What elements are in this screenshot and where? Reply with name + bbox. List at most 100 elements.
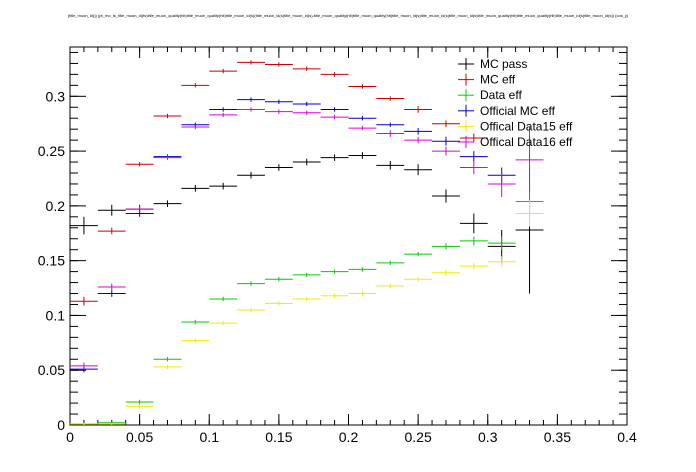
data-point <box>237 60 265 65</box>
series-mc-eff <box>70 60 488 306</box>
data-point <box>459 236 488 246</box>
x-tick-label: 0.3 <box>478 429 498 445</box>
data-point <box>97 227 126 235</box>
chart-title: (title_muon_id()) (pt_rho_ls_title_muon_… <box>68 13 629 18</box>
data-point <box>376 130 405 137</box>
data-point <box>432 146 460 156</box>
data-point <box>432 269 460 276</box>
data-point <box>97 422 126 425</box>
data-point <box>348 125 377 131</box>
data-point <box>181 83 210 88</box>
x-tick-label: 0.25 <box>405 429 432 445</box>
data-point <box>209 182 238 190</box>
legend-entry: Offical Data16 eff <box>458 135 573 149</box>
data-point <box>515 200 544 227</box>
data-point <box>181 319 210 325</box>
data-point <box>97 283 126 291</box>
data-point <box>237 307 265 313</box>
y-tick-label: 0 <box>57 417 65 433</box>
data-point <box>264 109 293 114</box>
data-point <box>97 204 126 216</box>
legend-label: Official MC eff <box>480 104 556 118</box>
data-point <box>376 260 405 266</box>
data-point <box>153 113 182 119</box>
data-point <box>348 84 377 89</box>
data-point <box>237 107 265 112</box>
data-point <box>153 200 182 207</box>
data-point <box>70 422 98 425</box>
data-point <box>70 296 98 306</box>
data-point <box>181 124 210 130</box>
legend-label: MC pass <box>480 57 527 71</box>
data-point <box>264 62 293 67</box>
x-tick-label: 0.15 <box>265 429 292 445</box>
data-point <box>487 170 516 198</box>
y-tick-label: 0.2 <box>46 198 66 214</box>
data-point <box>97 290 126 297</box>
y-tick-label: 0.05 <box>38 362 65 378</box>
legend-entry: MC eff <box>458 73 516 87</box>
data-point <box>459 160 488 175</box>
data-point <box>292 66 321 72</box>
data-point <box>376 122 405 127</box>
data-point <box>320 154 349 161</box>
legend-entry: MC pass <box>458 57 527 71</box>
data-point <box>181 185 210 192</box>
legend-entry: Official MC eff <box>458 104 556 118</box>
data-point <box>432 136 460 146</box>
data-point <box>376 160 405 170</box>
data-point <box>459 262 488 270</box>
data-point <box>459 151 488 163</box>
data-point <box>348 152 377 159</box>
data-point <box>292 296 321 302</box>
x-tick-label: 0 <box>66 429 74 445</box>
legend-entry: Data eff <box>458 88 522 102</box>
series-offical-data16-eff <box>70 107 544 370</box>
data-point <box>292 101 321 107</box>
data-point <box>459 213 488 234</box>
data-point <box>432 189 460 203</box>
y-tick-label: 0.25 <box>38 143 65 159</box>
data-point <box>459 133 488 143</box>
data-point <box>292 110 321 115</box>
x-tick-label: 0.4 <box>617 429 637 445</box>
data-point <box>320 114 349 120</box>
legend-label: Offical Data16 eff <box>480 135 573 149</box>
data-point <box>376 96 405 101</box>
data-point <box>432 243 460 250</box>
data-point <box>348 267 377 272</box>
data-point <box>376 283 405 289</box>
data-point <box>237 281 265 286</box>
data-point <box>515 126 544 193</box>
data-point <box>153 364 182 370</box>
data-point <box>404 164 433 176</box>
data-point <box>404 251 433 257</box>
data-point <box>487 236 516 250</box>
data-point <box>264 164 293 171</box>
data-point <box>125 162 154 167</box>
data-point <box>264 277 293 282</box>
data-point <box>153 155 182 160</box>
data-point <box>125 205 154 213</box>
legend-label: Data eff <box>480 88 522 102</box>
data-point <box>348 291 377 296</box>
data-point <box>70 362 98 370</box>
data-point <box>404 106 433 113</box>
data-point <box>320 72 349 77</box>
data-point <box>125 404 154 409</box>
data-point <box>181 338 210 343</box>
data-point <box>348 116 377 121</box>
data-point <box>237 171 265 179</box>
data-point <box>404 128 433 135</box>
data-point <box>209 320 238 326</box>
y-tick-label: 0.15 <box>38 253 65 269</box>
legend-label: Offical Data15 eff <box>480 119 573 133</box>
y-tick-label: 0.3 <box>46 88 66 104</box>
data-point <box>487 256 516 268</box>
data-point <box>292 158 321 166</box>
data-point <box>320 293 349 298</box>
legend-label: MC eff <box>480 73 516 87</box>
